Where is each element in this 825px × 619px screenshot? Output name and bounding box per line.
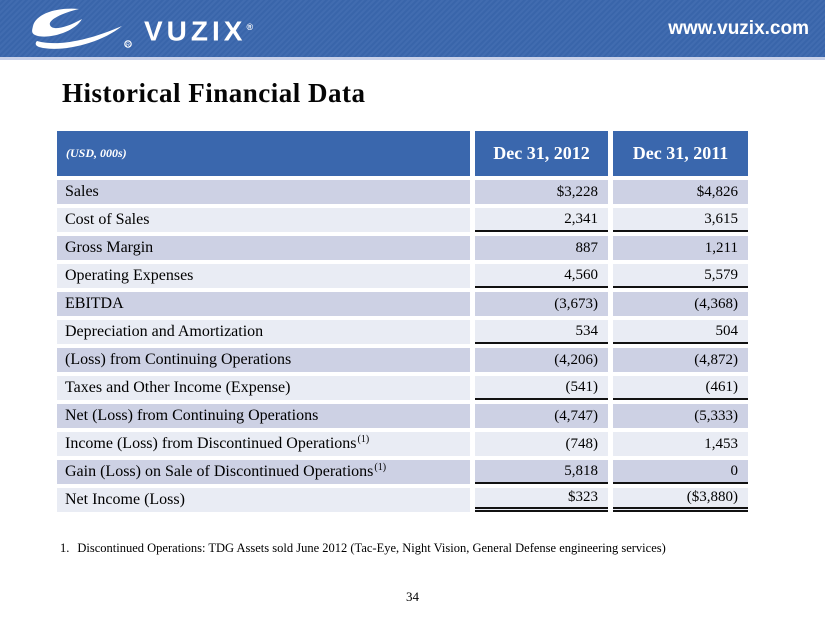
row-label: Net Income (Loss) [57, 488, 470, 512]
row-value: (461) [613, 376, 748, 400]
footnote-number: 1. [60, 541, 70, 555]
row-value: 0 [613, 460, 748, 484]
vuzix-swoosh-icon: R [32, 8, 132, 49]
table-row: Cost of Sales 2,341 3,615 [57, 208, 748, 232]
table-row: Sales $3,228 $4,826 [57, 180, 748, 204]
financial-table: (USD, 000s) Dec 31, 2012 Dec 31, 2011 Sa… [57, 131, 748, 516]
vuzix-logo: R VUZIX® [24, 4, 257, 54]
page-title: Historical Financial Data [62, 78, 366, 108]
units-header: (USD, 000s) [57, 131, 470, 176]
row-label: Income (Loss) from Discontinued Operatio… [57, 432, 470, 456]
row-value: (3,673) [475, 292, 608, 316]
table-row: Operating Expenses 4,560 5,579 [57, 264, 748, 288]
top-banner: R VUZIX® www.vuzix.com [0, 0, 825, 57]
table-row: Depreciation and Amortization 534 504 [57, 320, 748, 344]
banner-separator [0, 57, 825, 60]
table-row: Net Income (Loss) $323 ($3,880) [57, 488, 748, 512]
row-value: 4,560 [475, 264, 608, 288]
row-label: (Loss) from Continuing Operations [57, 348, 470, 372]
row-value: $4,826 [613, 180, 748, 204]
row-value: $3,228 [475, 180, 608, 204]
footnote-text: Discontinued Operations: TDG Assets sold… [77, 541, 666, 555]
table-row: Gain (Loss) on Sale of Discontinued Oper… [57, 460, 748, 484]
table-row: (Loss) from Continuing Operations (4,206)… [57, 348, 748, 372]
row-value: 887 [475, 236, 608, 260]
svg-text:R: R [126, 43, 130, 49]
row-value: (5,333) [613, 404, 748, 428]
website-link[interactable]: www.vuzix.com [668, 17, 809, 39]
table-row: EBITDA (3,673) (4,368) [57, 292, 748, 316]
column-header-2011: Dec 31, 2011 [613, 131, 748, 176]
row-value: ($3,880) [613, 488, 748, 512]
row-label: Sales [57, 180, 470, 204]
row-value: 3,615 [613, 208, 748, 232]
footnote-reference: (1) [357, 434, 370, 445]
row-value: 1,211 [613, 236, 748, 260]
footnote-reference: (1) [374, 462, 387, 473]
row-value: $323 [475, 488, 608, 512]
row-value: (4,368) [613, 292, 748, 316]
row-label: Cost of Sales [57, 208, 470, 232]
row-value: 534 [475, 320, 608, 344]
page-number: 34 [406, 589, 419, 604]
row-label: Depreciation and Amortization [57, 320, 470, 344]
table-row: Gross Margin 887 1,211 [57, 236, 748, 260]
row-value: 504 [613, 320, 748, 344]
footnote: 1. Discontinued Operations: TDG Assets s… [60, 541, 780, 556]
row-value: 5,579 [613, 264, 748, 288]
row-value: 5,818 [475, 460, 608, 484]
row-value: (4,747) [475, 404, 608, 428]
row-label: Taxes and Other Income (Expense) [57, 376, 470, 400]
registered-trademark-icon: ® [246, 21, 258, 32]
row-value: (4,206) [475, 348, 608, 372]
table-row: Income (Loss) from Discontinued Operatio… [57, 432, 748, 456]
table-row: Net (Loss) from Continuing Operations (4,… [57, 404, 748, 428]
vuzix-wordmark: VUZIX® [144, 15, 258, 47]
table-body: Sales $3,228 $4,826 Cost of Sales 2,341 3,615… [57, 180, 748, 512]
row-label: Gain (Loss) on Sale of Discontinued Oper… [57, 460, 470, 484]
row-value: 2,341 [475, 208, 608, 232]
row-label: EBITDA [57, 292, 470, 316]
row-label: Operating Expenses [57, 264, 470, 288]
row-label: Gross Margin [57, 236, 470, 260]
row-value: (541) [475, 376, 608, 400]
row-label: Net (Loss) from Continuing Operations [57, 404, 470, 428]
row-value: (4,872) [613, 348, 748, 372]
column-header-2012: Dec 31, 2012 [475, 131, 608, 176]
table-header-row: (USD, 000s) Dec 31, 2012 Dec 31, 2011 [57, 131, 748, 176]
row-value: (748) [475, 432, 608, 456]
table-row: Taxes and Other Income (Expense) (541) (46… [57, 376, 748, 400]
row-value: 1,453 [613, 432, 748, 456]
